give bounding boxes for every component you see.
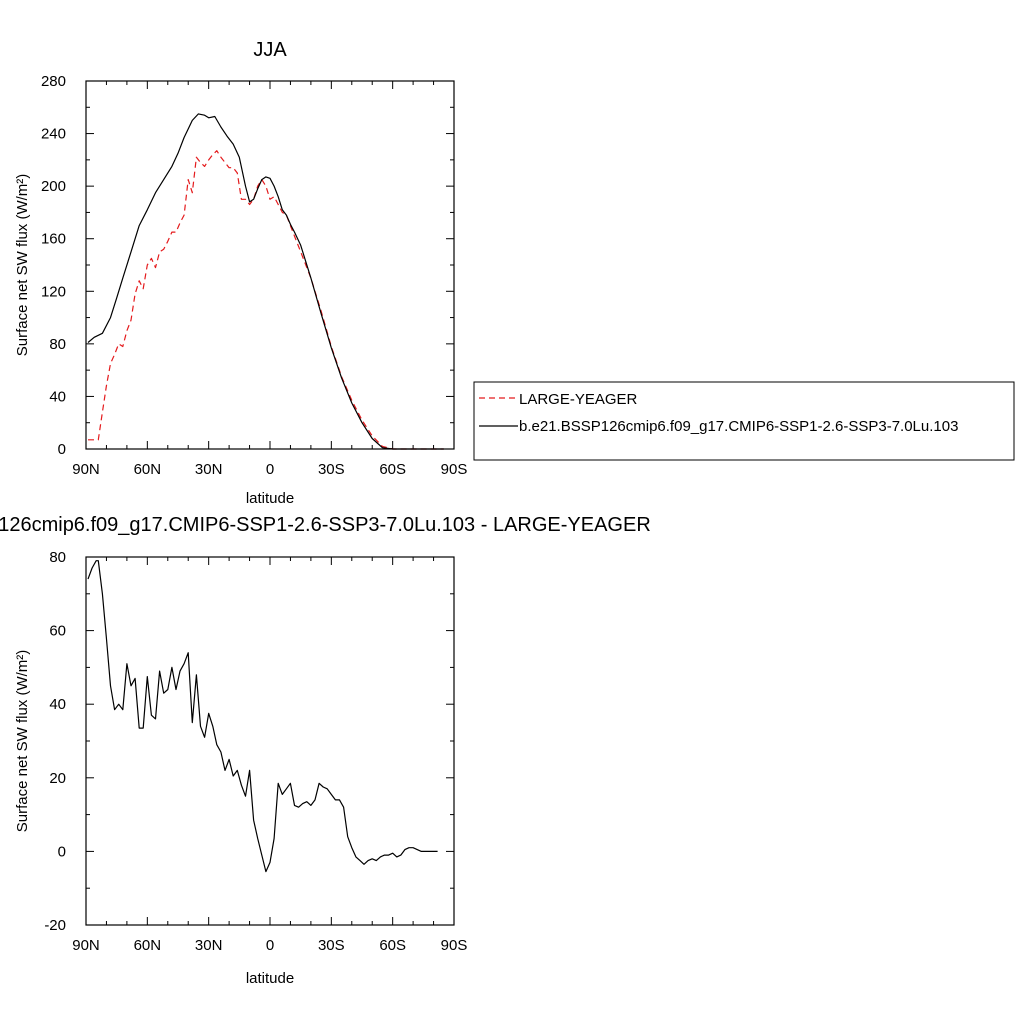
bottom-y-tick-label: -20 (44, 917, 66, 934)
top-y-tick-label: 0 (58, 441, 66, 458)
top-x-tick-label: 0 (266, 461, 274, 478)
top-x-axis-label: latitude (246, 490, 294, 507)
top-series-line-1 (87, 113, 444, 450)
top-x-tick-label: 30N (195, 461, 223, 478)
bottom-series-group (87, 560, 438, 873)
top-panel: JJA 90N 60N 30N 0 30S 60S 90S 0 40 80 120 160 200 240… (14, 39, 467, 507)
bottom-y-tick-label: 60 (49, 623, 66, 640)
top-y-tick-label: 40 (49, 388, 66, 405)
top-series-group (87, 113, 444, 450)
bottom-x-tick-label: 90S (441, 937, 468, 954)
top-y-tick-label: 280 (41, 73, 66, 90)
bottom-x-tick-label: 0 (266, 937, 274, 954)
top-series-line-0 (88, 150, 444, 450)
top-x-tick-label: 30S (318, 461, 345, 478)
bottom-y-tick-label: 80 (49, 549, 66, 566)
legend-label-large-yeager: LARGE-YEAGER (519, 391, 638, 408)
bottom-y-axis-label: Surface net SW flux (W/m²) (14, 650, 31, 833)
top-x-tick-label: 60S (379, 461, 406, 478)
top-y-tick-label: 160 (41, 231, 66, 248)
bottom-panel: b.e21.BSSP126cmip6.f09_g17.CMIP6-SSP1-2.… (0, 514, 651, 987)
bottom-series-line-0 (87, 560, 438, 873)
top-y-tick-label: 200 (41, 178, 66, 195)
legend: LARGE-YEAGER b.e21.BSSP126cmip6.f09_g17.… (473, 381, 1015, 461)
top-y-axis-label: Surface net SW flux (W/m²) (14, 174, 31, 357)
top-plot-frame (85, 80, 455, 450)
top-chart-title: JJA (253, 39, 287, 61)
bottom-plot-frame (85, 556, 455, 926)
top-x-tick-label: 90S (441, 461, 468, 478)
bottom-x-tick-label: 30N (195, 937, 223, 954)
top-axis-ticks: 90N 60N 30N 0 30S 60S 90S 0 40 80 120 160 200 240 280 (41, 73, 467, 478)
top-y-tick-label: 80 (49, 336, 66, 353)
top-y-tick-label: 240 (41, 126, 66, 143)
top-x-tick-label: 60N (134, 461, 162, 478)
bottom-axis-ticks: 90N 60N 30N 0 30S 60S 90S -20 0 20 40 60 80 (44, 549, 467, 954)
bottom-y-tick-label: 0 (58, 843, 66, 860)
top-x-tick-label: 90N (72, 461, 100, 478)
legend-box (473, 381, 1015, 461)
bottom-chart-title: b.e21.BSSP126cmip6.f09_g17.CMIP6-SSP1-2.… (0, 514, 651, 536)
bottom-x-tick-label: 30S (318, 937, 345, 954)
bottom-x-tick-label: 60N (134, 937, 162, 954)
bottom-x-axis-label: latitude (246, 970, 294, 987)
bottom-x-tick-label: 60S (379, 937, 406, 954)
top-y-tick-label: 120 (41, 283, 66, 300)
bottom-y-tick-label: 20 (49, 770, 66, 787)
legend-label-experiment: b.e21.BSSP126cmip6.f09_g17.CMIP6-SSP1-2.… (519, 418, 958, 435)
bottom-y-tick-label: 40 (49, 696, 66, 713)
bottom-x-tick-label: 90N (72, 937, 100, 954)
